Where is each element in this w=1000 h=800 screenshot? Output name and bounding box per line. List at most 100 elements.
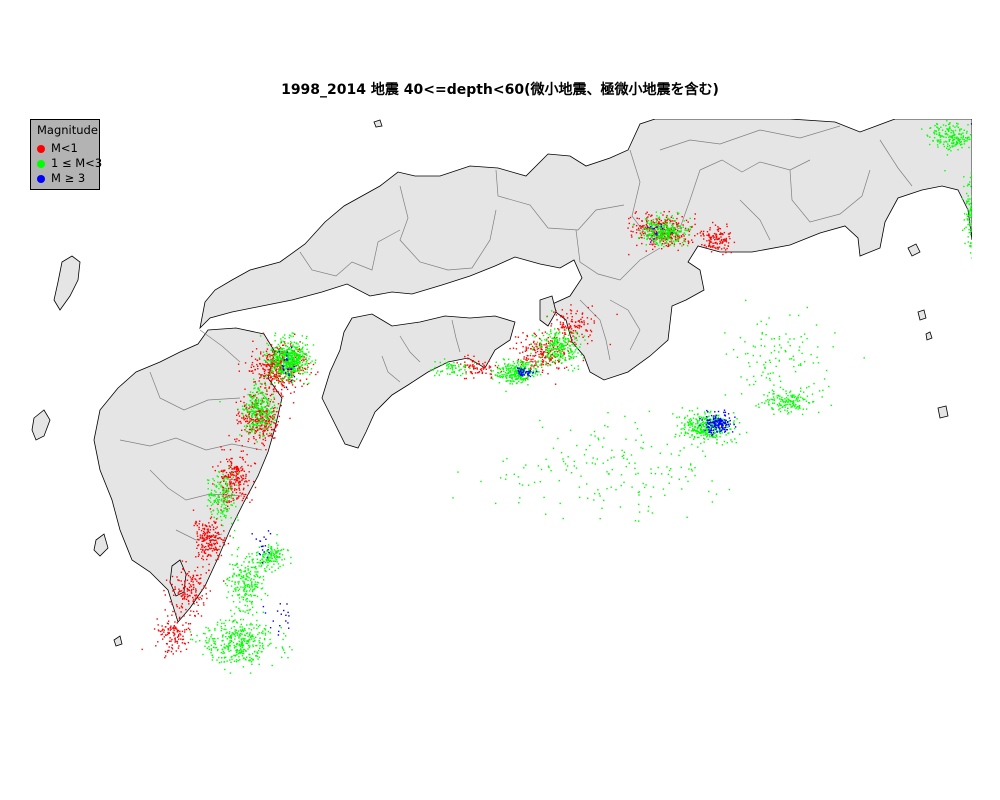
quake-point xyxy=(220,506,223,508)
quake-point xyxy=(515,365,517,368)
quake-point xyxy=(257,652,259,654)
quake-point xyxy=(235,481,237,483)
quake-point xyxy=(269,432,271,434)
quake-point xyxy=(205,525,207,527)
quake-point xyxy=(208,648,210,651)
quake-point xyxy=(652,232,654,235)
quake-point xyxy=(514,367,516,369)
quake-point xyxy=(260,374,262,376)
quake-point xyxy=(167,632,170,635)
quake-point xyxy=(684,227,687,230)
quake-point xyxy=(193,603,195,605)
quake-point xyxy=(306,354,308,357)
quake-point xyxy=(231,595,234,597)
quake-point xyxy=(221,485,223,487)
quake-point xyxy=(198,578,201,580)
quake-point xyxy=(299,368,301,370)
quake-point xyxy=(669,233,672,236)
quake-point xyxy=(669,220,672,223)
quake-point xyxy=(261,414,264,416)
quake-point xyxy=(181,607,184,609)
quake-point xyxy=(236,414,238,416)
quake-point xyxy=(291,356,293,358)
quake-point xyxy=(208,638,211,640)
quake-point xyxy=(267,561,269,564)
quake-point xyxy=(586,342,589,345)
quake-point xyxy=(233,644,235,647)
quake-point xyxy=(704,418,706,421)
quake-point xyxy=(568,355,570,357)
quake-point xyxy=(284,368,287,370)
quake-point xyxy=(658,218,661,221)
quake-point xyxy=(283,364,285,366)
quake-point xyxy=(237,422,239,425)
quake-point xyxy=(262,394,264,396)
quake-point xyxy=(301,366,304,369)
quake-point xyxy=(238,370,240,372)
quake-point xyxy=(225,515,227,517)
quake-point xyxy=(277,379,279,381)
quake-point xyxy=(272,555,274,557)
quake-point xyxy=(248,553,250,555)
quake-point xyxy=(721,248,723,250)
quake-point xyxy=(283,351,285,353)
quake-point xyxy=(560,353,562,355)
quake-point xyxy=(194,615,196,617)
quake-point xyxy=(259,414,261,416)
quake-point xyxy=(272,407,275,410)
quake-point xyxy=(478,360,480,363)
quake-point xyxy=(669,229,672,231)
quake-point xyxy=(239,574,241,576)
quake-point xyxy=(209,531,211,534)
quake-point xyxy=(301,351,303,353)
quake-point xyxy=(282,367,284,370)
quake-point xyxy=(205,572,207,574)
quake-point xyxy=(224,668,226,671)
quake-point xyxy=(569,330,571,332)
quake-point xyxy=(253,638,255,640)
quake-point xyxy=(696,429,698,431)
quake-point xyxy=(242,580,244,582)
quake-point xyxy=(698,424,700,427)
quake-point xyxy=(263,637,266,640)
quake-point xyxy=(684,426,686,428)
quake-point xyxy=(262,432,265,434)
quake-point xyxy=(647,216,649,218)
quake-point xyxy=(222,539,224,541)
quake-point xyxy=(515,370,517,373)
quake-point xyxy=(653,222,656,224)
quake-point xyxy=(674,235,677,238)
quake-point xyxy=(183,597,185,599)
quake-point xyxy=(296,358,299,360)
quake-point xyxy=(267,399,270,402)
quake-point xyxy=(545,360,547,363)
quake-point xyxy=(257,398,260,401)
quake-point xyxy=(572,335,574,337)
quake-point xyxy=(251,405,253,407)
quake-point xyxy=(284,350,286,352)
quake-point xyxy=(551,340,553,342)
quake-point xyxy=(294,360,296,362)
quake-point xyxy=(715,435,718,437)
quake-point xyxy=(270,554,272,556)
quake-point xyxy=(255,405,257,408)
quake-point xyxy=(234,583,236,585)
quake-point xyxy=(512,380,514,382)
quake-point xyxy=(571,350,573,353)
quake-point xyxy=(670,216,673,218)
quake-point xyxy=(250,420,252,422)
quake-point xyxy=(257,389,259,391)
quake-point xyxy=(258,412,261,415)
quake-point xyxy=(724,244,726,246)
quake-point xyxy=(210,555,212,557)
quake-point xyxy=(178,607,181,609)
quake-point xyxy=(235,401,237,404)
quake-point xyxy=(635,225,638,227)
quake-point xyxy=(226,584,228,587)
quake-point xyxy=(277,357,280,359)
quake-point xyxy=(306,362,308,365)
quake-point xyxy=(274,363,276,366)
quake-point xyxy=(187,575,190,577)
quake-point xyxy=(233,588,236,590)
quake-point xyxy=(245,649,247,652)
